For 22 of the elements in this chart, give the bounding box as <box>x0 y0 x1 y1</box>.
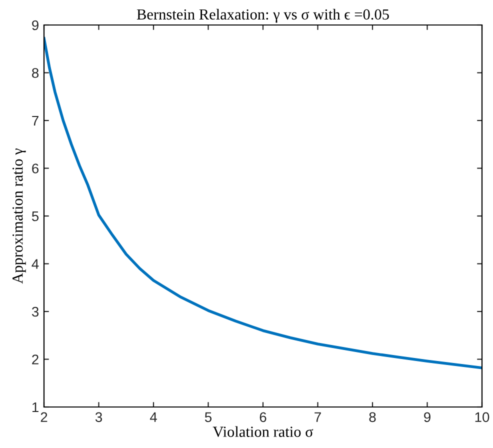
x-tick-label: 10 <box>475 412 490 422</box>
y-tick-label: 2 <box>32 354 38 364</box>
y-tick-label: 7 <box>32 116 38 126</box>
y-tick-label: 6 <box>32 164 39 174</box>
x-tick-label: 2 <box>40 412 48 422</box>
line-series <box>44 36 482 370</box>
chart-title: Bernstein Relaxation: γ vs σ with ϵ =0.05 <box>136 8 389 23</box>
x-axis-title: Violation ratio σ <box>212 426 314 438</box>
y-axis-title: Approximation ratio γ <box>12 148 26 284</box>
x-tick-label: 3 <box>95 412 102 422</box>
x-tick-label: 9 <box>424 412 430 422</box>
y-tick-label: 8 <box>32 68 39 78</box>
y-tick-label: 5 <box>32 211 39 222</box>
x-tick-label: 5 <box>204 412 212 422</box>
x-tick-label: 7 <box>314 412 321 422</box>
x-tick-label: 4 <box>150 412 157 422</box>
y-tick-label: 4 <box>32 259 39 269</box>
x-tick-label: 6 <box>260 412 266 422</box>
y-tick-label: 3 <box>32 306 39 317</box>
y-tick-label: 1 <box>32 402 38 412</box>
x-tick-label: 8 <box>369 412 376 422</box>
y-tick-label: 9 <box>32 20 38 30</box>
